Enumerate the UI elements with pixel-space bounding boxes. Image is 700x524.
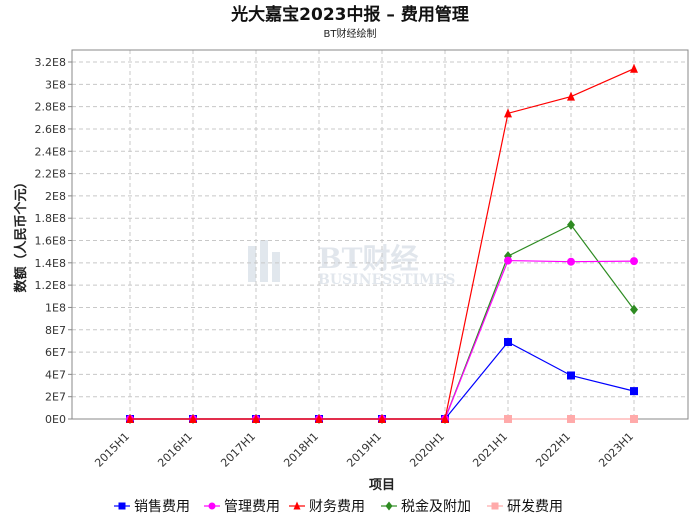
data-point <box>504 256 512 265</box>
legend-item: 研发费用 <box>487 499 563 515</box>
legend-label: 税金及附加 <box>401 499 471 515</box>
data-point <box>567 257 575 266</box>
data-point <box>630 387 638 396</box>
data-point <box>630 257 638 266</box>
y-tick-label: 2.4E8 <box>35 145 66 158</box>
y-tick-label: 2.8E8 <box>35 101 66 114</box>
x-tick-label: 2017H1 <box>218 430 258 470</box>
watermark-sub-text: BUSINESSTIMES <box>318 272 455 288</box>
y-tick-label: 1.4E8 <box>35 257 66 270</box>
y-axis-label: 数额（人民币个元） <box>13 175 29 292</box>
series-3 <box>126 63 638 423</box>
x-axis-label: 项目 <box>369 478 395 493</box>
data-point <box>504 338 512 347</box>
data-point <box>189 414 197 423</box>
y-tick-label: 2E8 <box>45 190 66 203</box>
legend-label: 研发费用 <box>507 499 563 515</box>
legend-label: 销售费用 <box>134 499 190 515</box>
data-point <box>567 415 575 423</box>
watermark: BT财经 BUSINESSTIMES <box>248 240 455 288</box>
legend-marker <box>118 502 126 510</box>
legend-label: 管理费用 <box>224 499 280 515</box>
data-point <box>630 63 638 73</box>
y-tick-label: 1.6E8 <box>35 235 66 248</box>
y-tick-label: 6E7 <box>45 346 66 359</box>
x-tick-label: 2015H1 <box>92 430 132 470</box>
y-axis-ticks: 0E0 2E7 4E7 6E7 8E7 1E8 1.2E8 1.4E8 1.6E8 1.8E8 2E… <box>35 56 72 426</box>
legend-marker <box>208 502 216 510</box>
y-tick-label: 3.2E8 <box>35 56 66 69</box>
x-tick-label: 2016H1 <box>155 430 195 470</box>
data-point <box>630 304 638 315</box>
data-point <box>378 414 386 423</box>
x-tick-label: 2019H1 <box>344 430 384 470</box>
legend-item: 销售费用 <box>114 499 190 515</box>
chart-title: 光大嘉宝2023中报 – 费用管理 <box>230 4 469 25</box>
x-tick-label: 2018H1 <box>281 430 321 470</box>
data-point <box>504 108 512 118</box>
y-tick-label: 1.2E8 <box>35 279 66 292</box>
legend-item: 财务费用 <box>289 499 365 515</box>
x-tick-label: 2020H1 <box>407 430 447 470</box>
chart-subtitle: BT财经绘制 <box>324 27 377 40</box>
series-layer <box>126 63 638 424</box>
legend-marker <box>293 501 301 510</box>
legend-item: 管理费用 <box>204 499 280 515</box>
x-axis-ticks: 2015H1 2016H1 2017H1 2018H1 2019H1 2020H1 2021… <box>92 419 636 470</box>
data-point <box>630 415 638 423</box>
x-tick-label: 2023H1 <box>596 430 636 470</box>
y-tick-label: 1E8 <box>45 301 66 314</box>
data-point <box>567 91 575 101</box>
data-point <box>252 414 260 423</box>
y-tick-label: 2.6E8 <box>35 123 66 136</box>
legend-label: 财务费用 <box>309 499 365 515</box>
y-tick-label: 1.8E8 <box>35 212 66 225</box>
legend-marker <box>385 501 393 511</box>
y-tick-label: 2E7 <box>45 391 66 404</box>
y-tick-label: 4E7 <box>45 368 66 381</box>
x-tick-label: 2021H1 <box>470 430 510 470</box>
grid-lines <box>72 50 688 420</box>
legend-marker <box>491 502 499 510</box>
data-point <box>126 414 134 423</box>
y-tick-label: 2.2E8 <box>35 168 66 181</box>
data-point <box>315 414 323 423</box>
y-tick-label: 0E0 <box>45 413 66 426</box>
legend-item: 税金及附加 <box>381 499 471 515</box>
y-tick-label: 8E7 <box>45 324 66 337</box>
y-tick-label: 3E8 <box>45 78 66 91</box>
data-point <box>567 219 575 230</box>
data-point <box>441 414 449 423</box>
data-point <box>567 371 575 380</box>
data-point <box>504 415 512 423</box>
watermark-logo-text: BT财经 <box>318 242 419 275</box>
x-tick-label: 2022H1 <box>533 430 573 470</box>
legend: 销售费用 管理费用 财务费用 税金及附加 研发费用 <box>114 499 563 515</box>
plot-area-border <box>71 49 689 420</box>
